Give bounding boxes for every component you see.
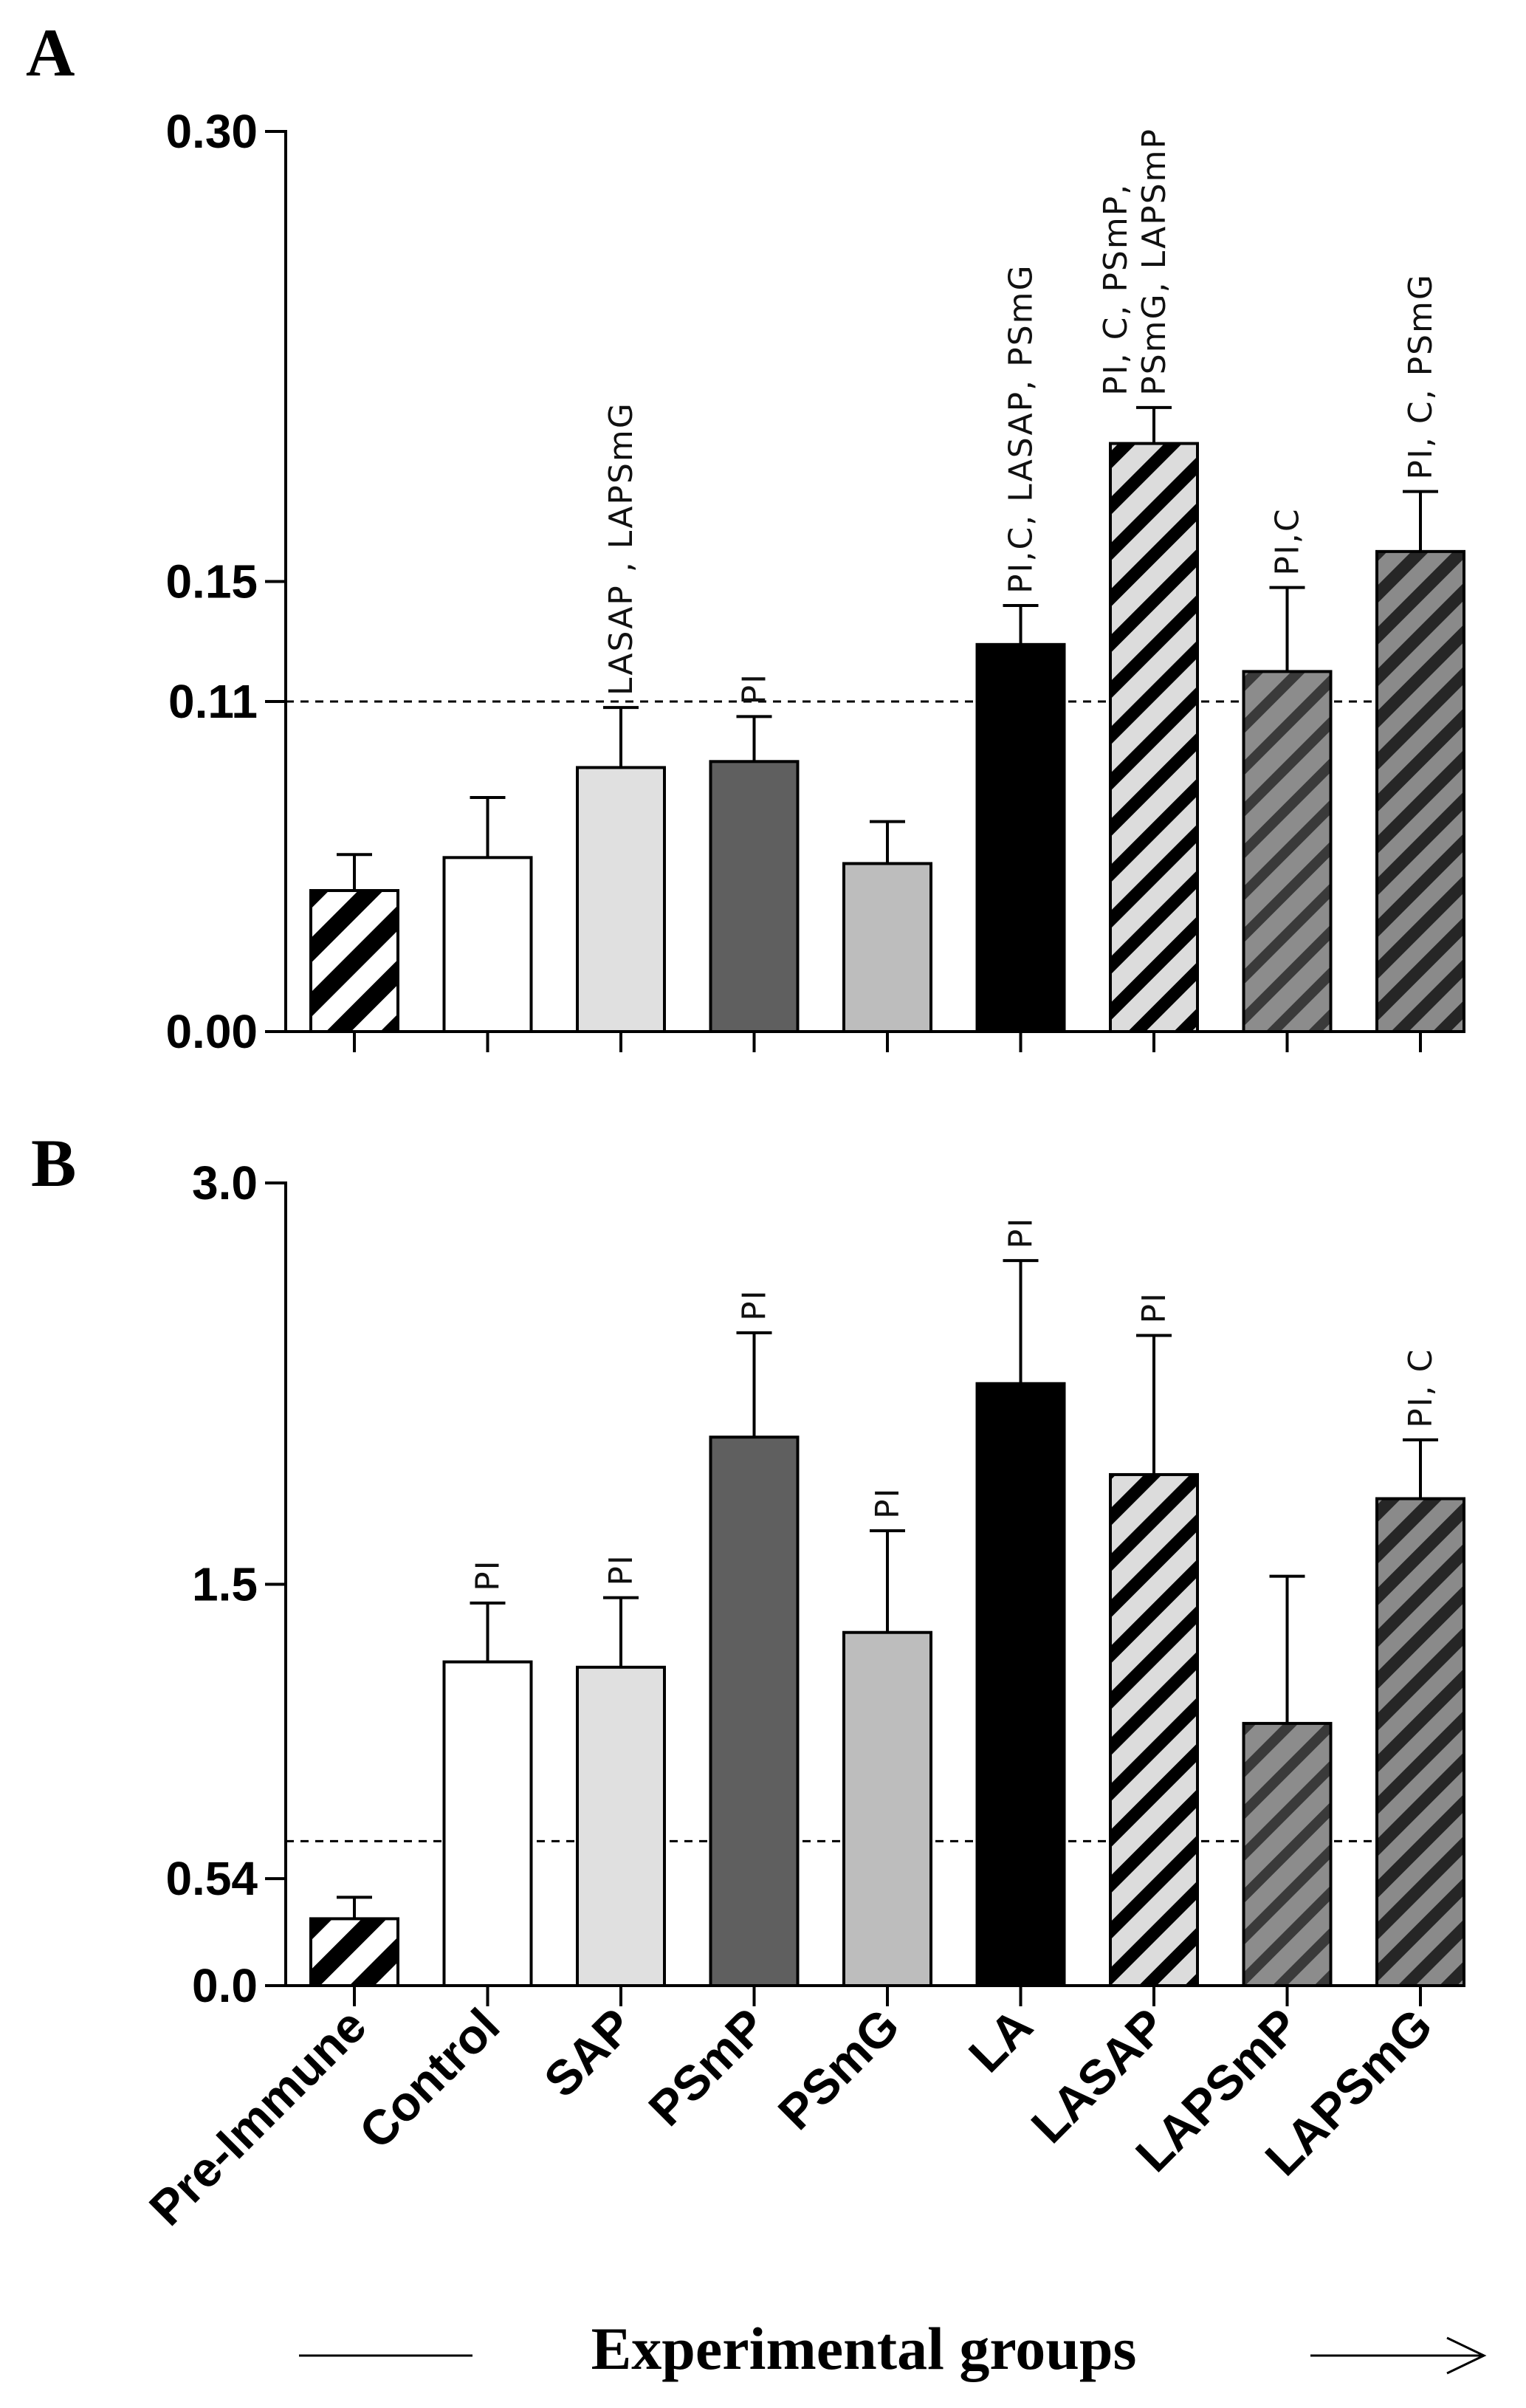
annotation-a-sap: LASAP , LAPSmG [602, 402, 640, 696]
bar-a-psmg [842, 862, 932, 1034]
y-tick-label-b-0: 0.0 [192, 1959, 258, 2012]
bar-a-la [975, 642, 1066, 1033]
panel-label-a: A [26, 15, 75, 90]
bar-a-pre-immune [309, 889, 399, 1033]
bar-b-lasap [1109, 1472, 1199, 1987]
annotation-line-a-lasap-1: PSmG, LAPSmP [1135, 128, 1173, 396]
annotation-line-a-sap-0: LASAP , LAPSmG [602, 402, 640, 696]
bar-b-psmp [709, 1435, 800, 1987]
bar-b-lapsmp [1242, 1721, 1333, 1987]
annotation-b-sap: PI [602, 1554, 640, 1586]
y-tick-label-a-1: 0.11 [168, 675, 258, 728]
annotation-line-b-la-0: PI [1003, 1217, 1040, 1249]
annotation-a-lapsmp: PI,C [1269, 507, 1307, 575]
bar-b-lapsmg [1375, 1497, 1465, 1987]
panel-b: 0.0 0.54 1.5 3.0 PI PI PI PI PI PI PI, C [165, 1156, 1465, 2012]
y-tick-label-b-1: 0.54 [165, 1852, 258, 1905]
annotation-b-psmp: PI [736, 1289, 774, 1321]
y-tick-label-b-2: 1.5 [192, 1558, 258, 1611]
bar-b-pre-immune [309, 1917, 399, 1988]
y-tick-label-a-0: 0.00 [165, 1005, 258, 1058]
bar-a-lapsmp [1242, 670, 1333, 1034]
x-axis-title: Experimental groups [591, 2315, 1137, 2382]
annotation-line-b-sap-0: PI [602, 1554, 640, 1586]
annotation-line-a-lapsmp-0: PI,C [1269, 507, 1307, 575]
bar-b-sap [576, 1665, 666, 1987]
annotation-line-b-control-0: PI [470, 1559, 507, 1591]
bar-b-control [442, 1660, 533, 1987]
annotation-line-b-psmp-0: PI [736, 1289, 774, 1321]
bar-a-psmp [709, 760, 800, 1034]
bar-a-lapsmg [1375, 549, 1465, 1033]
y-tick-label-b-3: 3.0 [192, 1156, 258, 1210]
bar-a-sap [576, 766, 666, 1033]
annotation-b-lasap: PI [1135, 1292, 1173, 1324]
annotation-a-psmp: PI [736, 673, 774, 705]
annotation-line-b-psmg-0: PI [869, 1487, 907, 1520]
x-title-arrow-head [1446, 2336, 1487, 2375]
annotation-line-b-lapsmg-0: PI, C [1402, 1348, 1440, 1428]
annotation-b-psmg: PI [869, 1487, 907, 1520]
category-label-pre-immune: Pre-Immune [139, 1998, 377, 2236]
annotation-a-lapsmg: PI, C, PSmG [1402, 273, 1440, 480]
bar-b-la [975, 1382, 1066, 1987]
annotation-line-a-la-0: PI,C, LASAP, PSmG [1003, 264, 1040, 594]
annotation-a-la: PI,C, LASAP, PSmG [1003, 264, 1040, 594]
panel-a: 0.00 0.11 0.15 0.30 LASAP , LAPSmG PI PI,C, LA… [165, 105, 1465, 1058]
annotation-line-a-lasap-0: PI, C, PSmP, [1097, 183, 1135, 396]
y-tick-label-a-2: 0.15 [165, 555, 258, 608]
category-label-control: Control [348, 1998, 509, 2159]
annotation-a-lasap: PI, C, PSmP,PSmG, LAPSmP [1097, 128, 1173, 396]
annotation-line-a-psmp-0: PI [736, 673, 774, 705]
annotation-b-la: PI [1003, 1217, 1040, 1249]
category-label-la: LA [958, 1998, 1043, 2083]
annotation-b-lapsmg: PI, C [1402, 1348, 1440, 1428]
annotation-line-a-lapsmg-0: PI, C, PSmG [1402, 273, 1440, 480]
bar-a-lasap [1109, 442, 1199, 1033]
annotation-b-control: PI [470, 1559, 507, 1591]
category-label-psmg: PSmG [768, 1998, 910, 2140]
bar-b-psmg [842, 1630, 932, 1987]
annotation-line-b-lasap-0: PI [1135, 1292, 1173, 1324]
y-tick-label-a-3: 0.30 [165, 105, 258, 158]
category-label-sap: SAP [534, 1998, 643, 2107]
bar-a-control [442, 856, 533, 1033]
category-label-psmp: PSmP [638, 1998, 776, 2136]
panel-label-b: B [31, 1125, 76, 1201]
